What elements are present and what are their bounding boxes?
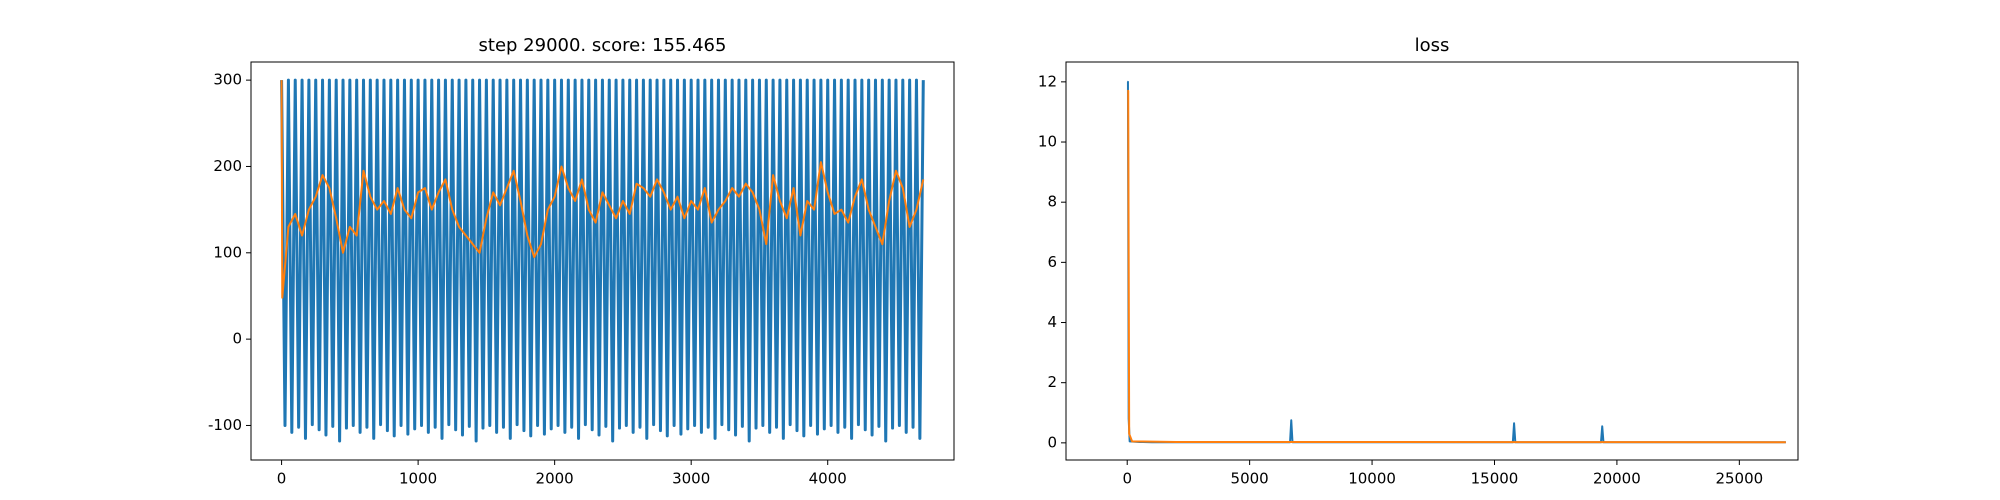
x-tick-label: 4000 xyxy=(809,470,847,488)
y-tick-label: 4 xyxy=(1047,313,1057,331)
chart-title: loss xyxy=(1415,35,1450,56)
x-tick-label: 0 xyxy=(1122,470,1132,488)
x-tick-label: 2000 xyxy=(536,470,574,488)
y-tick-label: 0 xyxy=(1047,433,1057,451)
y-tick-label: 12 xyxy=(1038,72,1057,90)
series-line xyxy=(1127,89,1786,444)
axes-frame xyxy=(250,61,955,461)
y-tick-label: 10 xyxy=(1038,133,1057,151)
x-tick-label: 0 xyxy=(277,470,287,488)
y-tick-label: 200 xyxy=(213,157,242,175)
series-line xyxy=(1126,80,1786,444)
y-tick-label: 100 xyxy=(213,243,242,261)
series-line xyxy=(280,80,925,299)
y-tick-label: 0 xyxy=(232,330,242,348)
x-tick-label: 10000 xyxy=(1348,470,1396,488)
x-tick-label: 3000 xyxy=(672,470,710,488)
series-line xyxy=(280,78,925,443)
y-tick-label: -100 xyxy=(208,416,242,434)
x-tick-label: 5000 xyxy=(1231,470,1269,488)
chart-title: step 29000. score: 155.465 xyxy=(479,35,727,56)
axes-frame xyxy=(1065,61,1799,461)
y-tick-label: 300 xyxy=(213,71,242,89)
y-tick-label: 2 xyxy=(1047,373,1057,391)
y-tick-label: 6 xyxy=(1047,253,1057,271)
x-tick-label: 1000 xyxy=(399,470,437,488)
x-tick-label: 20000 xyxy=(1593,470,1641,488)
y-tick-label: 8 xyxy=(1047,193,1057,211)
x-tick-label: 15000 xyxy=(1471,470,1519,488)
x-tick-label: 25000 xyxy=(1715,470,1763,488)
